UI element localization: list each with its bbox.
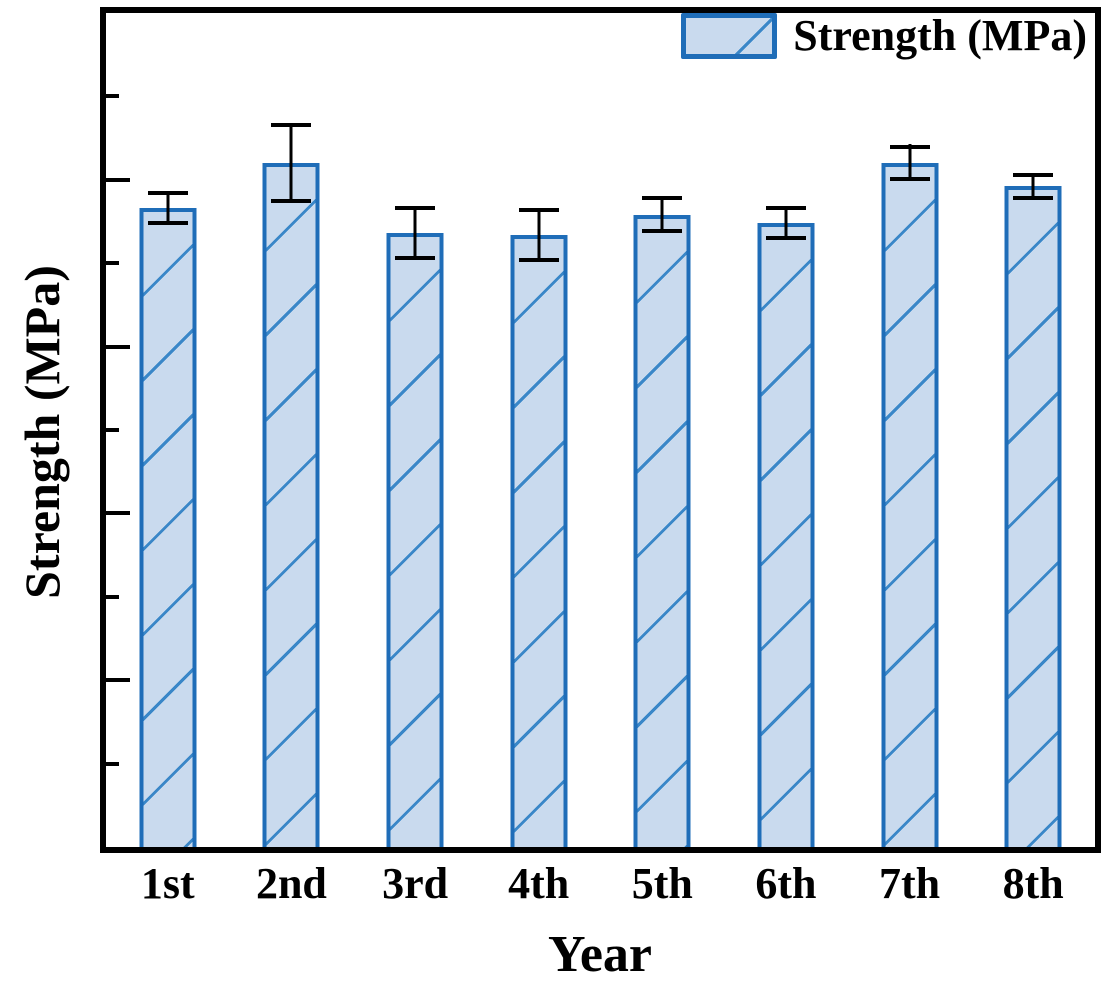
bar — [262, 163, 320, 847]
legend-swatch-icon — [681, 13, 778, 59]
bar — [881, 163, 939, 847]
error-bar-top-cap — [889, 145, 930, 149]
error-bar-bottom-cap — [395, 256, 436, 260]
x-axis-tick-labels: 1st 2nd 3rd 4th 5th 6th 7th 8th — [106, 858, 1095, 910]
x-axis-tick-label: 5th — [631, 859, 693, 908]
bar-slot — [848, 13, 972, 847]
error-bar-stem — [660, 196, 664, 233]
x-axis-tick-label: 2nd — [255, 859, 327, 908]
bar — [757, 223, 815, 847]
error-bar-bottom-cap — [889, 177, 930, 181]
y-axis-minor-tick — [106, 94, 119, 99]
y-axis-major-tick — [106, 344, 130, 349]
y-axis-minor-tick — [106, 261, 119, 266]
bar — [386, 233, 444, 847]
y-axis-major-tick — [106, 678, 130, 683]
error-bar-bottom-cap — [642, 229, 683, 233]
bar-slot — [724, 13, 848, 847]
error-bar-stem — [413, 207, 417, 260]
x-axis-tick-label: 7th — [879, 859, 941, 908]
error-bar-top-cap — [765, 206, 806, 210]
legend-label: Strength (MPa) — [793, 11, 1087, 60]
error-bar-top-cap — [642, 196, 683, 200]
error-bar-top-cap — [1013, 173, 1054, 177]
x-axis-tick-label: 6th — [755, 859, 817, 908]
x-axis-tick-label: 4th — [508, 859, 570, 908]
bar-slot — [477, 13, 601, 847]
bar-slot — [106, 13, 230, 847]
error-bar-stem — [166, 192, 170, 225]
bar-slot — [353, 13, 477, 847]
error-bar-stem — [537, 209, 541, 262]
error-bar-stem — [908, 144, 912, 181]
bar-slot — [971, 13, 1095, 847]
bar-slot — [230, 13, 354, 847]
x-axis-title: Year — [548, 926, 652, 983]
error-bar-bottom-cap — [518, 258, 559, 262]
error-bar-bottom-cap — [271, 199, 312, 203]
y-axis-major-tick — [106, 177, 130, 182]
x-axis-tick-label: 8th — [1002, 859, 1064, 908]
bar-slot — [601, 13, 725, 847]
plot-area: Strength (MPa) — [100, 7, 1101, 853]
y-axis-minor-tick — [106, 428, 119, 432]
bar — [1004, 186, 1062, 847]
legend: Strength (MPa) — [681, 13, 1087, 59]
error-bar-bottom-cap — [147, 221, 188, 225]
error-bar-top-cap — [518, 208, 559, 212]
y-axis-title: Strength (MPa) — [14, 265, 70, 599]
error-bar-bottom-cap — [1013, 196, 1054, 200]
y-axis-major-tick — [106, 511, 130, 516]
error-bar-top-cap — [271, 123, 312, 127]
bar — [633, 215, 691, 847]
error-bar-stem — [784, 207, 788, 240]
error-bar-top-cap — [395, 206, 436, 210]
error-bar-top-cap — [147, 191, 188, 195]
y-axis-minor-tick — [106, 594, 119, 599]
x-axis-tick-label: 1st — [140, 859, 195, 908]
bar — [510, 235, 568, 847]
error-bar-stem — [1031, 173, 1035, 200]
x-axis-tick-label: 3rd — [382, 859, 449, 908]
y-axis-minor-tick — [106, 761, 119, 766]
bars-container — [106, 13, 1095, 847]
bar — [139, 208, 197, 847]
error-bar-stem — [289, 123, 293, 203]
error-bar-bottom-cap — [765, 236, 806, 240]
